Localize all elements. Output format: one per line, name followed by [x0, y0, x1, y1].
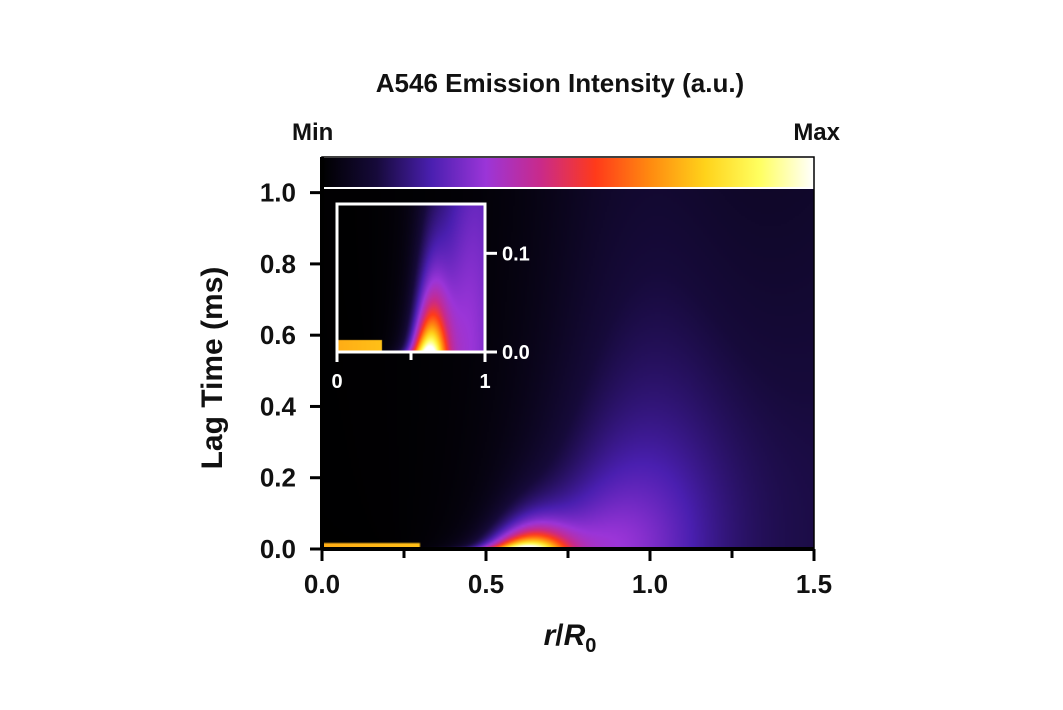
chart-title: A546 Emission Intensity (a.u.) — [376, 68, 744, 98]
x-ticks: 0.0 0.5 1.0 1.5 — [304, 549, 832, 599]
y-tick-label: 0.2 — [260, 463, 296, 493]
y-tick-label: 1.0 — [260, 178, 296, 208]
x-axis-label: r/R0 — [544, 619, 597, 657]
inset-y-tick-label: 0.0 — [502, 342, 530, 364]
x-tick-label: 1.0 — [632, 569, 668, 599]
inset-y-ticks: 0.0 0.1 — [485, 243, 530, 364]
y-tick-label: 0.0 — [260, 534, 296, 564]
y-axis-label: Lag Time (ms) — [196, 267, 229, 470]
inset-x-tick-label: 1 — [479, 371, 490, 393]
y-tick-label: 0.4 — [260, 391, 297, 421]
colorbar-max-label: Max — [793, 119, 840, 146]
x-tick-label: 1.5 — [796, 569, 832, 599]
y-tick-label: 0.6 — [260, 320, 296, 350]
inset-heatmap-image — [337, 204, 485, 352]
colorbar — [321, 156, 815, 189]
y-ticks: 0.0 0.2 0.4 0.6 0.8 1.0 — [260, 178, 322, 564]
x-tick-label: 0.5 — [468, 569, 504, 599]
inset-y-tick-label: 0.1 — [502, 243, 530, 265]
y-tick-label: 0.8 — [260, 249, 296, 279]
colorbar-min-label: Min — [292, 119, 333, 146]
x-tick-label: 0.0 — [304, 569, 340, 599]
inset-x-tick-label: 0 — [331, 371, 342, 393]
